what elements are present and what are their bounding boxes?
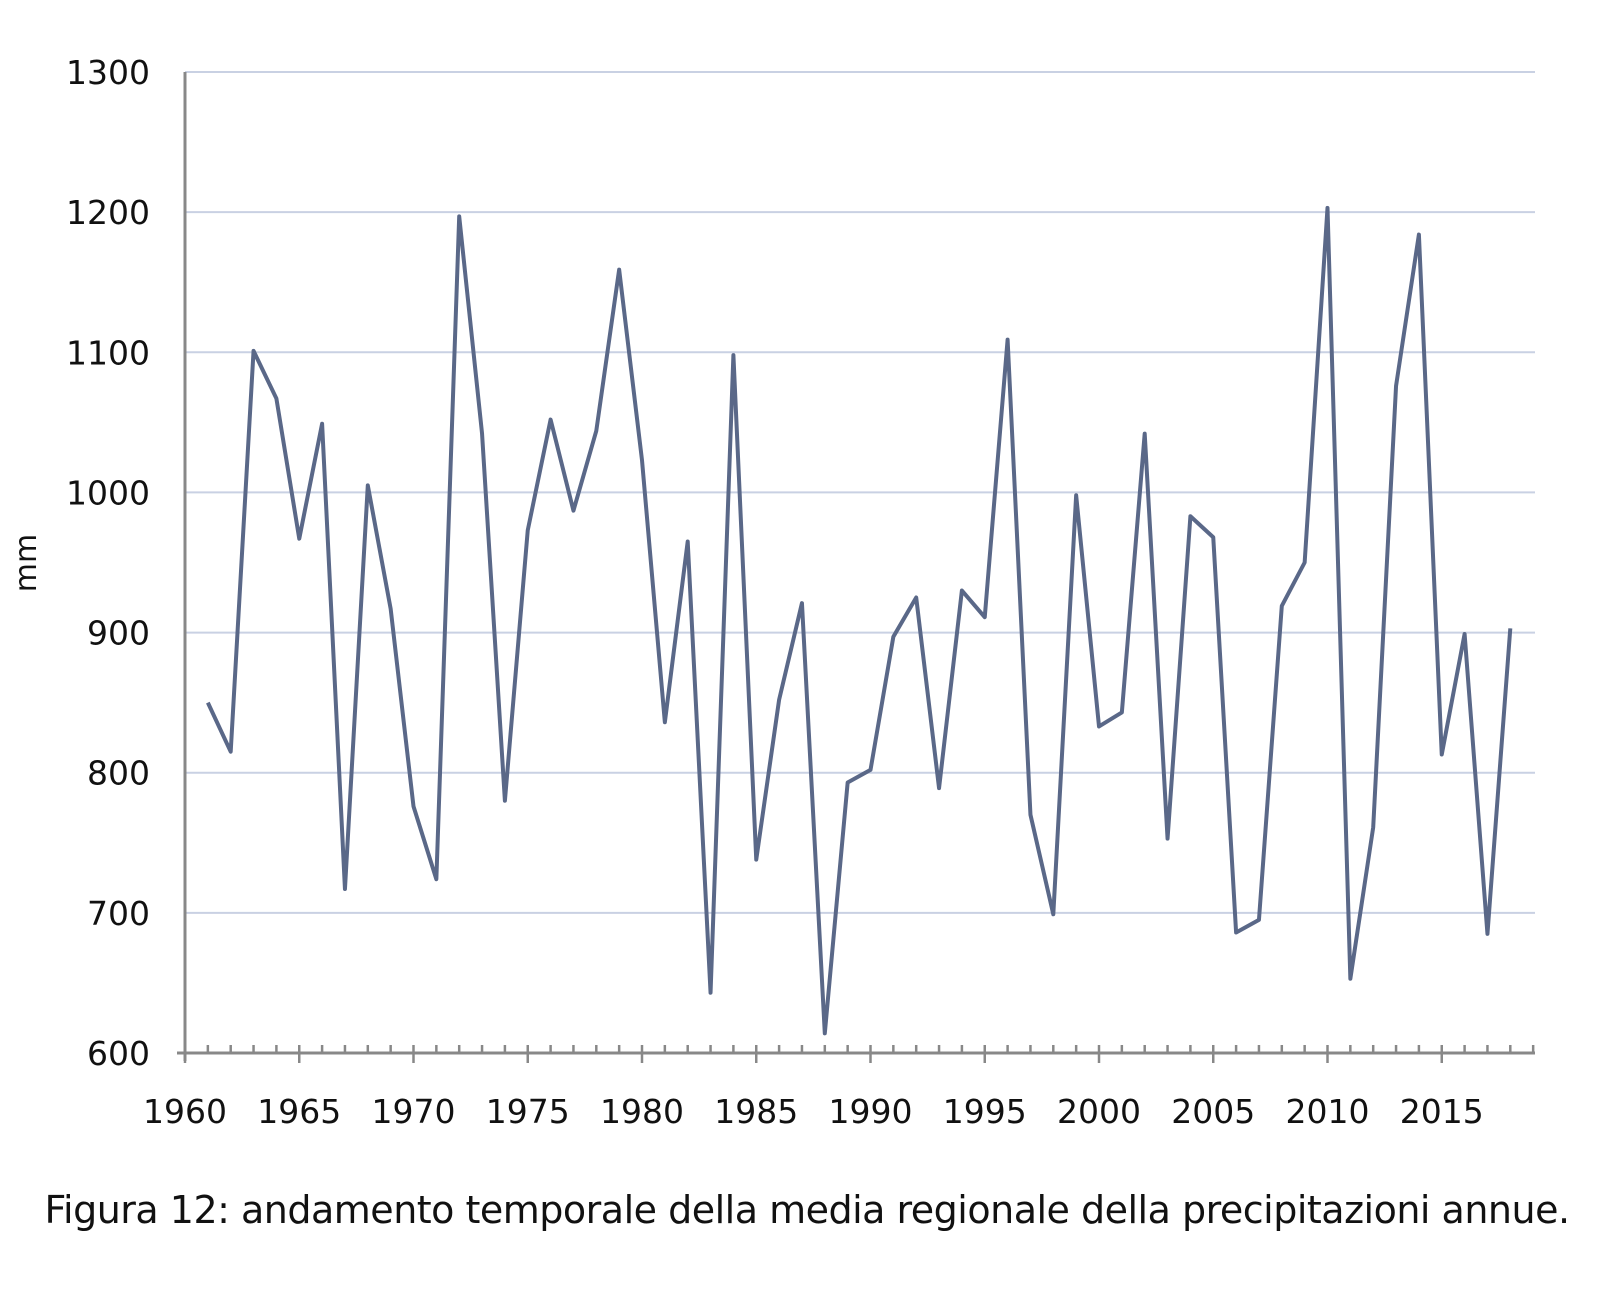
x-tick-label: 1980: [600, 1092, 684, 1131]
y-tick-label: 1300: [66, 53, 150, 92]
line-chart: 600 700 800 900 1000 1100 1200 1300 1960 1965 197…: [9, 53, 1535, 1131]
x-tick-label: 1990: [829, 1092, 913, 1131]
axes: [177, 72, 1535, 1063]
series-line: [206, 205, 1513, 1036]
y-tick-label: 600: [87, 1034, 150, 1073]
y-tick-label: 1200: [66, 193, 150, 232]
x-tick-label: 1975: [486, 1092, 570, 1131]
y-tick-label: 900: [87, 614, 150, 653]
x-tick-label: 1995: [943, 1092, 1027, 1131]
series: [206, 205, 1513, 1036]
x-tick-label: 2005: [1171, 1092, 1255, 1131]
y-tick-label: 1000: [66, 473, 150, 512]
x-tick-label: 1965: [257, 1092, 341, 1131]
x-tick-labels: 1960 1965 1970 1975 1980 1985 1990 1995 2000 2005…: [143, 1092, 1484, 1131]
gridlines: [185, 71, 1535, 914]
y-tick-labels: 600 700 800 900 1000 1100 1200 1300: [66, 53, 150, 1073]
x-tick-label: 1970: [372, 1092, 456, 1131]
x-tick-label: 1960: [143, 1092, 227, 1131]
x-tick-label: 1985: [714, 1092, 798, 1131]
y-tick-label: 700: [87, 894, 150, 933]
figure-caption: Figura 12: andamento temporale della med…: [44, 1188, 1570, 1232]
y-axis-label: mm: [9, 534, 44, 592]
x-tick-label: 2010: [1286, 1092, 1370, 1131]
y-tick-label: 1100: [66, 333, 150, 372]
x-tick-label: 2015: [1400, 1092, 1484, 1131]
y-tick-label: 800: [87, 754, 150, 793]
x-tick-label: 2000: [1057, 1092, 1141, 1131]
